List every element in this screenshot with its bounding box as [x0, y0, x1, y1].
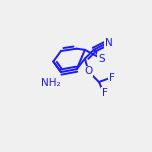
Text: O: O: [84, 66, 93, 76]
Text: F: F: [102, 88, 108, 98]
Text: F: F: [109, 73, 114, 83]
Text: S: S: [98, 54, 105, 64]
Text: NH₂: NH₂: [41, 78, 60, 88]
Text: N: N: [105, 38, 113, 48]
